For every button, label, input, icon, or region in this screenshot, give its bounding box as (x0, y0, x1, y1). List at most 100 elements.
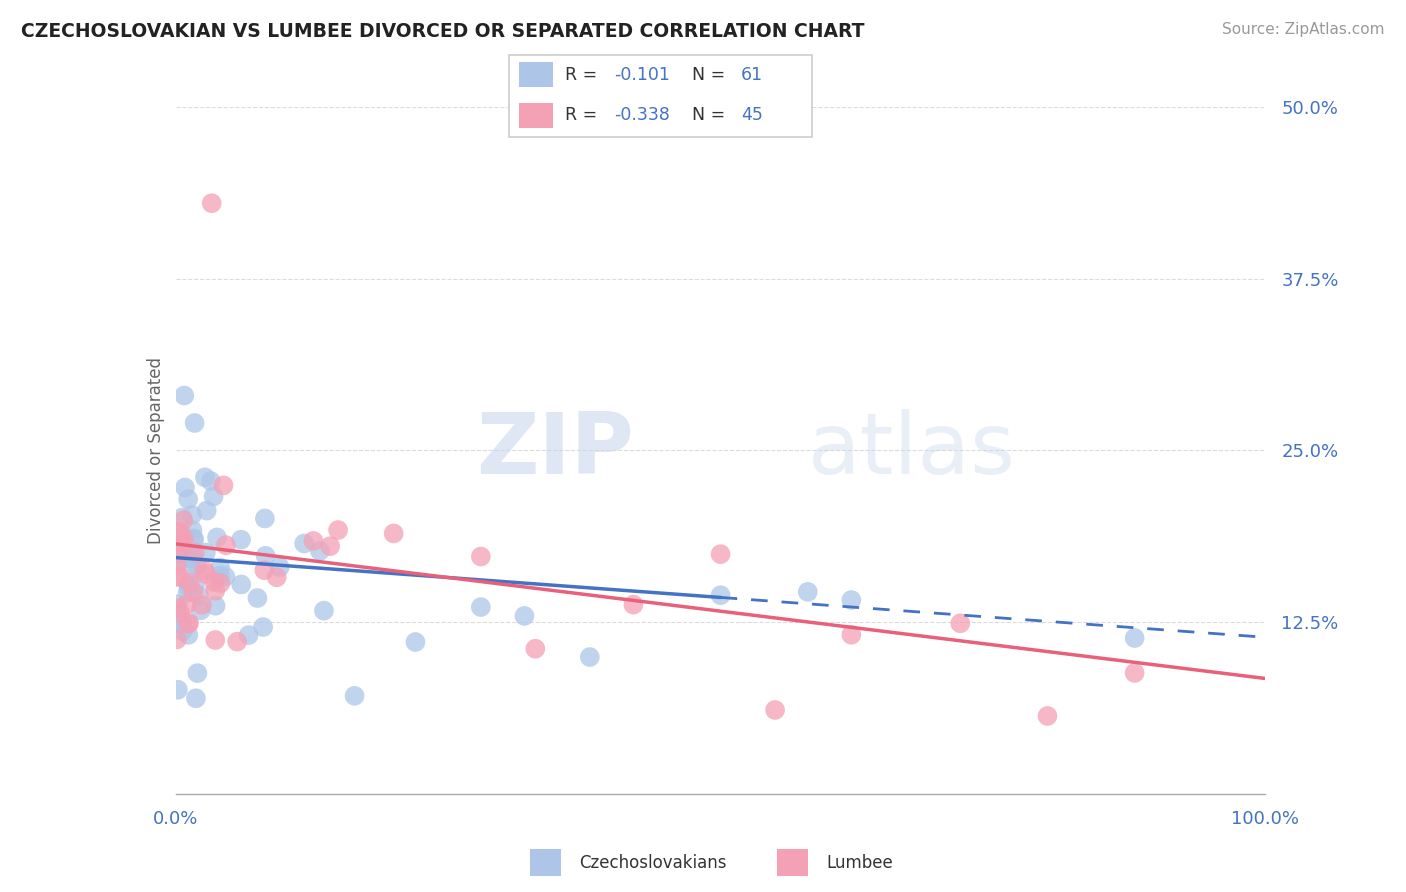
Point (309, 544, 332, 558)
Point (238, 628, 260, 642)
Bar (778, 849, 808, 876)
Point (194, 545, 217, 559)
Point (166, 570, 188, 584)
Point (190, 603, 212, 617)
Point (254, 549, 277, 563)
Point (194, 470, 217, 484)
Point (169, 530, 191, 544)
Point (253, 563, 276, 577)
Point (202, 574, 225, 589)
Point (796, 585, 818, 599)
Text: R =: R = (565, 106, 603, 124)
Point (292, 536, 315, 550)
Point (319, 539, 342, 553)
Point (949, 616, 972, 631)
Point (169, 606, 191, 620)
Point (166, 615, 188, 630)
Point (470, 600, 492, 615)
Point (184, 691, 207, 706)
Point (183, 416, 205, 430)
Point (763, 703, 786, 717)
Point (841, 628, 863, 642)
Point (204, 599, 226, 613)
Point (170, 510, 193, 524)
Point (180, 551, 202, 566)
Text: -0.338: -0.338 (614, 106, 671, 124)
Point (166, 553, 188, 567)
Point (169, 525, 191, 540)
Point (1123, 631, 1146, 645)
Bar (530, 849, 561, 876)
Point (214, 569, 236, 583)
Point (173, 531, 195, 545)
Point (205, 530, 228, 544)
Point (172, 624, 194, 639)
Point (187, 588, 209, 602)
Point (253, 511, 276, 525)
Point (181, 523, 204, 537)
Point (226, 634, 249, 648)
Text: R =: R = (565, 66, 603, 84)
Point (470, 549, 492, 564)
Point (176, 585, 198, 599)
Text: atlas: atlas (807, 409, 1015, 492)
Point (212, 478, 235, 492)
Text: N =: N = (692, 66, 731, 84)
Text: CZECHOSLOVAKIAN VS LUMBEE DIVORCED OR SEPARATED CORRELATION CHART: CZECHOSLOVAKIAN VS LUMBEE DIVORCED OR SE… (21, 22, 865, 41)
Point (174, 481, 197, 495)
Point (166, 597, 188, 611)
Point (177, 580, 200, 594)
Y-axis label: Divorced or Separated: Divorced or Separated (146, 357, 165, 544)
Point (167, 682, 190, 697)
Point (172, 513, 194, 527)
Bar (519, 62, 553, 87)
Point (269, 560, 291, 574)
Point (382, 526, 405, 541)
Text: 45: 45 (741, 106, 763, 124)
Point (513, 608, 536, 623)
Point (186, 666, 208, 681)
Point (183, 531, 205, 545)
Point (166, 558, 188, 573)
Point (176, 598, 198, 612)
Point (231, 577, 253, 591)
Point (183, 533, 205, 547)
Point (177, 628, 200, 642)
Point (167, 546, 190, 560)
Point (252, 620, 274, 634)
Point (169, 570, 191, 584)
Point (193, 563, 215, 577)
Point (195, 503, 218, 517)
Point (209, 568, 232, 582)
Point (579, 650, 602, 665)
Text: N =: N = (692, 106, 731, 124)
Point (183, 578, 205, 592)
Point (710, 588, 733, 602)
Point (209, 576, 232, 591)
Point (170, 534, 193, 549)
Point (343, 689, 366, 703)
Point (186, 558, 208, 573)
Point (841, 593, 863, 607)
Point (1123, 665, 1146, 680)
Point (195, 567, 218, 582)
Text: 61: 61 (741, 66, 763, 84)
Point (173, 551, 195, 566)
Point (166, 601, 188, 615)
FancyBboxPatch shape (509, 55, 813, 136)
Point (215, 538, 238, 552)
Point (181, 549, 204, 564)
Point (177, 492, 200, 507)
Point (202, 490, 225, 504)
Point (209, 560, 232, 574)
Point (200, 474, 222, 488)
Point (183, 585, 205, 599)
Point (326, 523, 349, 537)
Point (405, 635, 427, 649)
Point (173, 388, 195, 402)
Point (181, 564, 204, 578)
Point (710, 547, 733, 561)
Point (177, 615, 200, 630)
Point (266, 570, 288, 584)
Point (166, 524, 188, 539)
